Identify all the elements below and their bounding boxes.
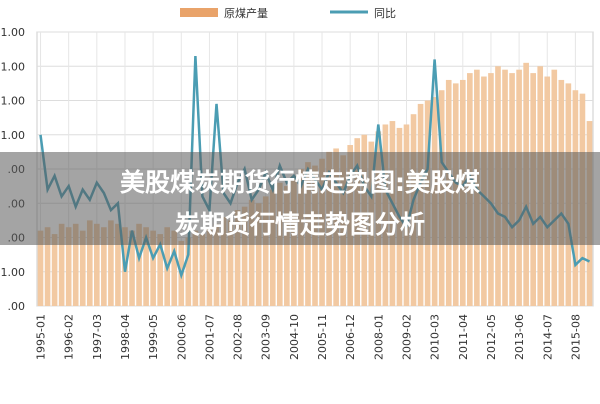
- bar: [241, 206, 248, 306]
- bar: [269, 189, 276, 306]
- x-tick-label: 1995-01: [35, 314, 48, 360]
- bar: [72, 223, 79, 306]
- bar: [86, 220, 93, 306]
- overlay-title: 炭期货行情走势图分析: [175, 210, 425, 239]
- x-tick-label: 1996-02: [63, 314, 76, 360]
- y-tick-label: 1.00: [1, 26, 26, 39]
- bar: [37, 230, 44, 306]
- bar: [108, 220, 114, 306]
- y-tick-label: .00: [8, 300, 26, 313]
- bar: [206, 227, 213, 306]
- bar: [51, 234, 58, 306]
- x-tick-label: 2001-07: [203, 314, 216, 360]
- bar: [44, 227, 51, 306]
- bar: [143, 227, 149, 306]
- x-tick-label: 2015-08: [569, 314, 582, 360]
- bar: [115, 223, 121, 306]
- bar: [284, 186, 290, 306]
- bar: [255, 203, 262, 306]
- bar: [192, 230, 199, 306]
- legend-label: 原煤产量: [224, 6, 268, 20]
- x-tick-label: 2014-07: [541, 314, 554, 360]
- y-tick-label: 1.00: [1, 60, 26, 73]
- overlay-band: [0, 152, 600, 245]
- x-tick-label: 2003-09: [260, 314, 273, 360]
- bar: [101, 227, 107, 306]
- bar: [262, 196, 269, 306]
- x-tick-label: 2010-03: [429, 314, 442, 360]
- x-tick-label: 2012-05: [485, 314, 498, 360]
- bar: [220, 216, 227, 306]
- bar: [129, 230, 135, 306]
- x-tick-label: 2013-06: [513, 314, 526, 360]
- bar: [136, 223, 142, 306]
- bar: [227, 220, 234, 306]
- overlay-title: 美股煤炭期货行情走势图:美股煤: [120, 168, 480, 197]
- bar: [65, 227, 72, 306]
- bar: [79, 230, 86, 306]
- x-tick-label: 2006-12: [344, 314, 357, 360]
- bar: [157, 234, 163, 306]
- x-tick-label: 1997-03: [91, 314, 104, 360]
- x-tick-label: 2000-06: [175, 314, 188, 360]
- bar: [213, 223, 220, 306]
- y-tick-label: 1.00: [1, 129, 26, 142]
- bar: [150, 230, 156, 306]
- bar: [199, 234, 206, 306]
- x-tick-label: 2004-10: [288, 314, 301, 360]
- x-tick-label: 2008-01: [372, 314, 385, 360]
- legend-swatch: [180, 8, 218, 17]
- x-tick-label: 1999-05: [147, 314, 160, 360]
- bar: [185, 237, 192, 306]
- x-tick-label: 1998-04: [119, 314, 132, 360]
- bar: [171, 230, 178, 306]
- x-tick-label: 2002-08: [232, 314, 245, 360]
- y-tick-label: 1.00: [1, 95, 26, 108]
- bar: [234, 210, 241, 306]
- x-tick-label: 2005-11: [316, 314, 329, 360]
- bar: [94, 223, 100, 306]
- y-tick-label: 1.00: [1, 266, 26, 279]
- x-tick-label: 2011-04: [457, 314, 470, 360]
- bar: [248, 199, 255, 306]
- x-tick-label: 2009-02: [400, 314, 413, 360]
- legend-label: 同比: [374, 7, 396, 20]
- bar: [58, 223, 65, 306]
